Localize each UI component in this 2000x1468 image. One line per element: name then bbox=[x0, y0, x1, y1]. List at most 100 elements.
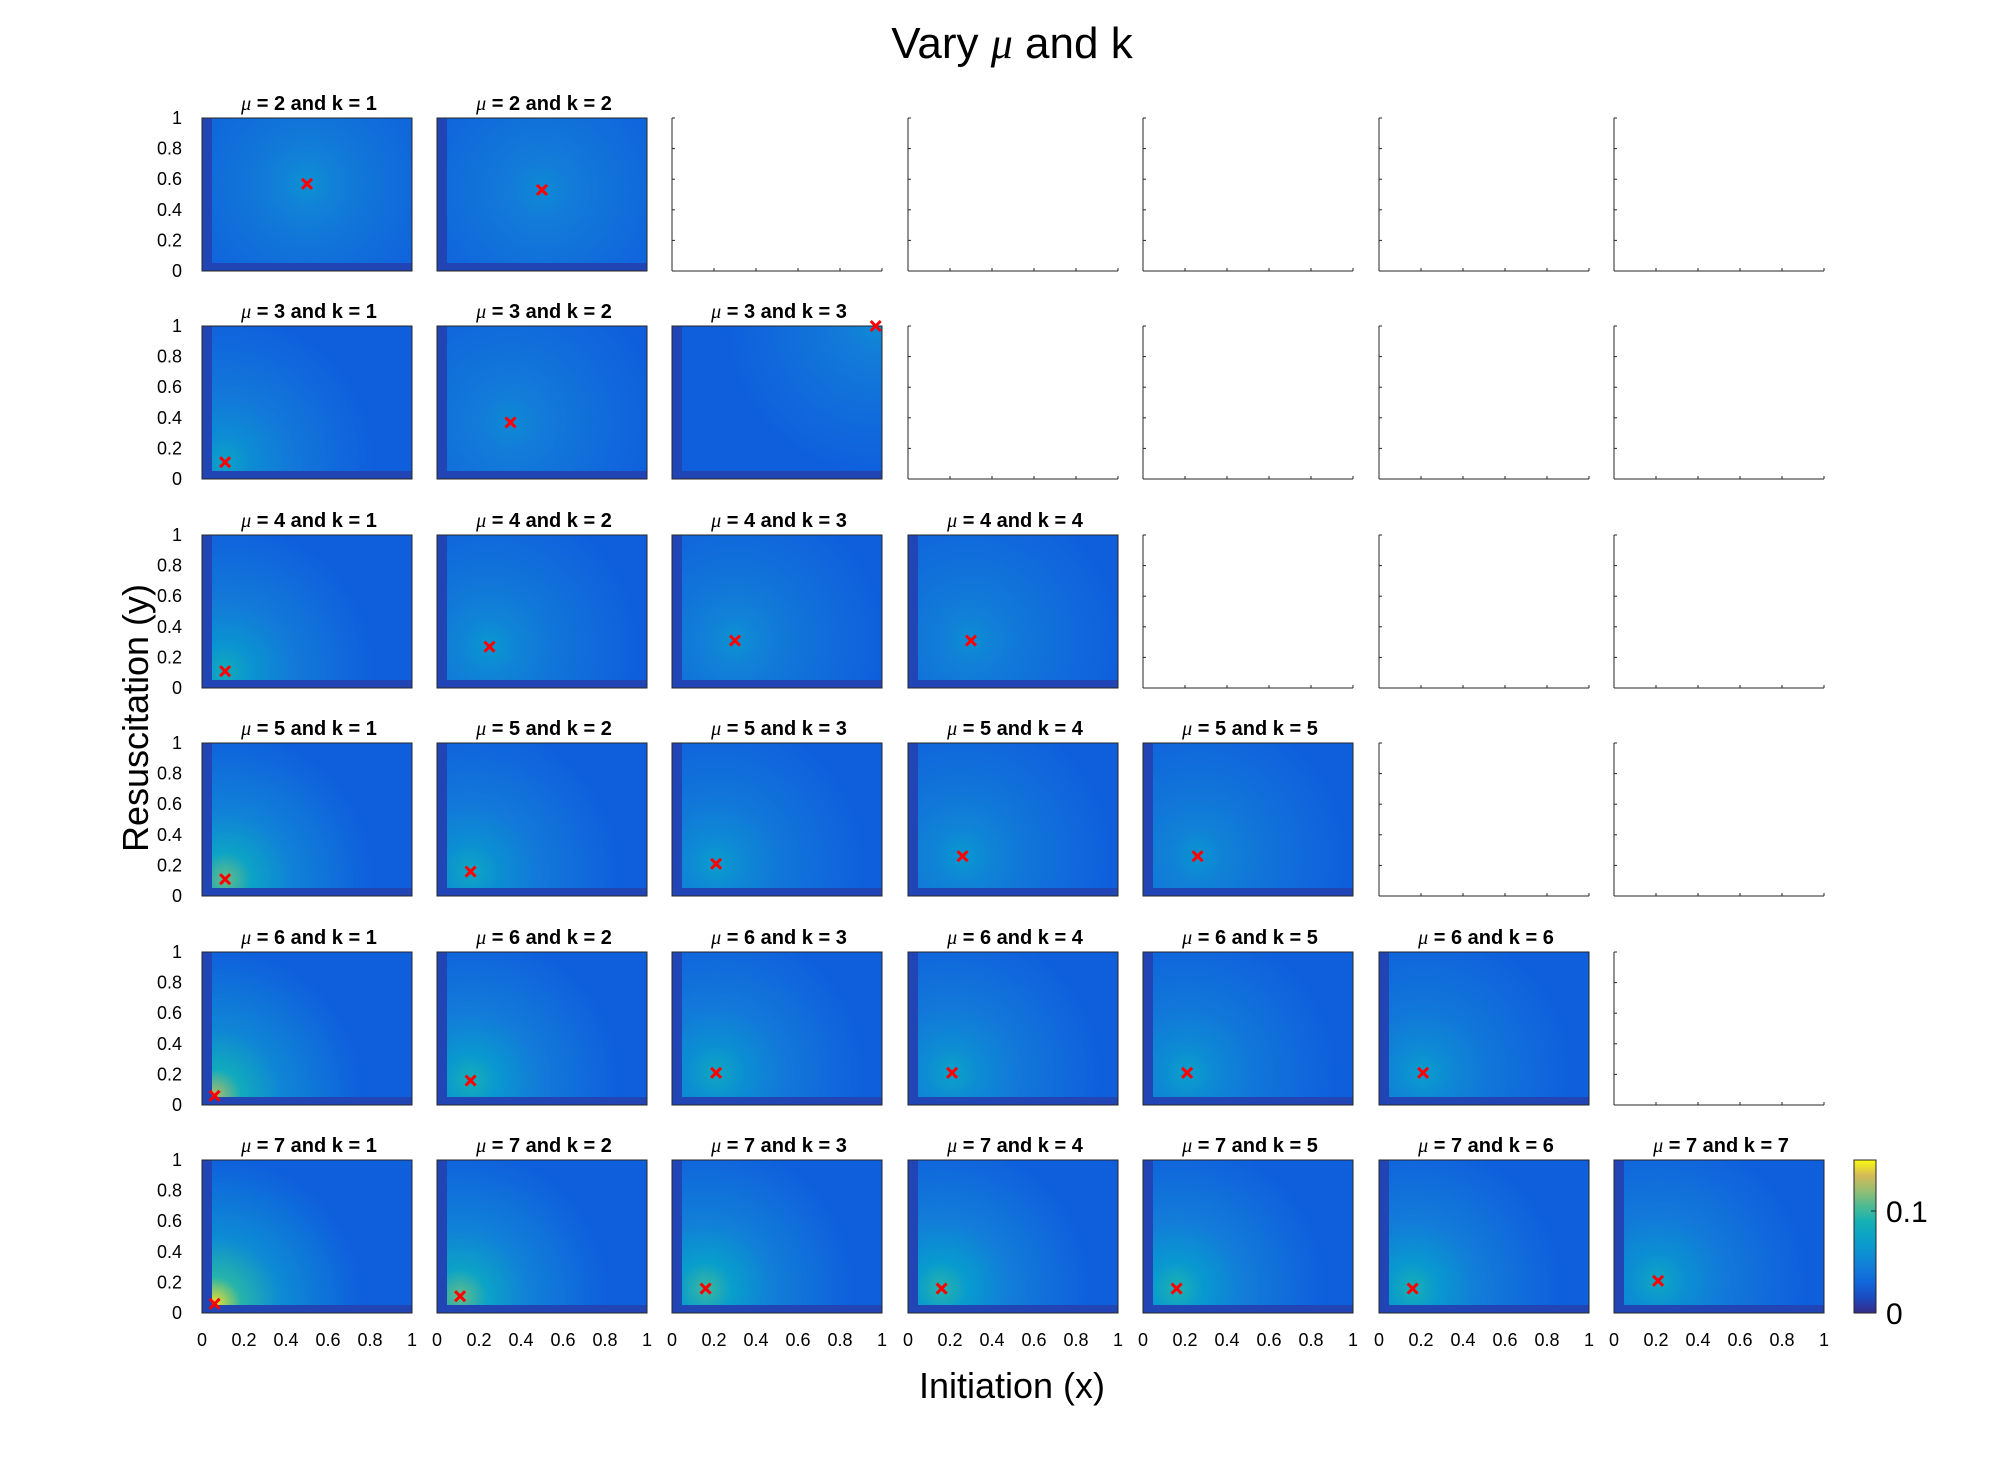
axes-box bbox=[436, 742, 648, 897]
heatmap-edge-bottom bbox=[437, 888, 647, 896]
optimum-marker bbox=[219, 873, 232, 886]
empty-panel-r0-c2 bbox=[671, 117, 883, 272]
axes-box bbox=[436, 1159, 648, 1314]
heatmap-field bbox=[202, 535, 412, 688]
panel-mu5-k1: μ = 5 and k = 1 0 0.2 0.4 0.6 0.8 1 bbox=[157, 718, 413, 906]
x-tick-label: 0 bbox=[1138, 1330, 1148, 1350]
axes-box bbox=[671, 534, 883, 689]
heatmap-edge-bottom bbox=[202, 471, 412, 479]
y-tick-label: 0 bbox=[172, 886, 182, 906]
y-tick-label: 0 bbox=[172, 678, 182, 698]
panel-title: μ = 4 and k = 1 bbox=[240, 510, 377, 532]
empty-panel-r2-c5 bbox=[1378, 534, 1590, 689]
x-tick-label: 0 bbox=[903, 1330, 913, 1350]
optimum-marker bbox=[935, 1282, 948, 1295]
x-tick-label: 0.2 bbox=[701, 1330, 726, 1350]
heatmap-edge-left bbox=[202, 326, 212, 479]
axes-box bbox=[671, 742, 883, 897]
panel-title: μ = 7 and k = 4 bbox=[946, 1135, 1084, 1157]
y-tick-label: 1 bbox=[172, 316, 182, 336]
panel-mu6-k6: μ = 6 and k = 6 bbox=[1378, 927, 1590, 1106]
heatmap-field bbox=[202, 326, 412, 479]
heatmap-edge-bottom bbox=[1379, 1305, 1589, 1313]
y-tick-label: 0.8 bbox=[157, 973, 182, 993]
axes-box bbox=[907, 534, 1119, 689]
panel-title: μ = 7 and k = 2 bbox=[475, 1135, 612, 1157]
heatmap-field bbox=[1614, 1160, 1824, 1313]
x-tick-label: 0.8 bbox=[357, 1330, 382, 1350]
heatmap-field bbox=[202, 743, 412, 896]
panel-mu5-k4: μ = 5 and k = 4 bbox=[907, 718, 1119, 897]
axes-box bbox=[436, 534, 648, 689]
optimum-marker bbox=[699, 1282, 712, 1295]
panel-mu4-k4: μ = 4 and k = 4 bbox=[907, 510, 1119, 689]
y-tick-label: 0.6 bbox=[157, 169, 182, 189]
panel-title: μ = 5 and k = 4 bbox=[946, 718, 1084, 740]
panel-mu7-k4: μ = 7 and k = 4 0 0.2 0.4 0.6 0.8 1 bbox=[903, 1135, 1123, 1350]
panel-mu7-k3: μ = 7 and k = 3 0 0.2 0.4 0.6 0.8 1 bbox=[667, 1135, 887, 1350]
axes-box bbox=[201, 1159, 413, 1314]
x-tick-label: 0.2 bbox=[1172, 1330, 1197, 1350]
y-tick-label: 0.2 bbox=[157, 1272, 182, 1292]
axes-box bbox=[907, 742, 1119, 897]
y-tick-label: 0.8 bbox=[157, 139, 182, 159]
heatmap-edge-bottom bbox=[908, 1305, 1118, 1313]
y-tick-label: 1 bbox=[172, 942, 182, 962]
heatmap-field bbox=[437, 535, 647, 688]
axes-box bbox=[671, 1159, 883, 1314]
panel-mu5-k5: μ = 5 and k = 5 bbox=[1142, 718, 1354, 897]
heatmap-edge-bottom bbox=[908, 1097, 1118, 1105]
x-tick-label: 0 bbox=[197, 1330, 207, 1350]
y-tick-label: 0 bbox=[172, 1095, 182, 1115]
panel-title: μ = 7 and k = 3 bbox=[710, 1135, 847, 1157]
panel-mu7-k1: μ = 7 and k = 1 0 0.2 0.4 0.6 0.8 1 0 0.2 0.4 0.6 0… bbox=[157, 1135, 417, 1350]
x-tick-label: 0.4 bbox=[1214, 1330, 1239, 1350]
heatmap-field bbox=[202, 1160, 412, 1313]
panel-title: μ = 6 and k = 6 bbox=[1417, 927, 1554, 949]
optimum-marker bbox=[946, 1066, 959, 1079]
axes-box bbox=[1378, 951, 1590, 1106]
y-tick-label: 0.4 bbox=[157, 1034, 182, 1054]
panel-title: μ = 6 and k = 2 bbox=[475, 927, 612, 949]
heatmap-field bbox=[1379, 952, 1589, 1105]
panel-title: μ = 3 and k = 2 bbox=[475, 301, 612, 323]
heatmap-edge-bottom bbox=[202, 888, 412, 896]
y-tick-label: 0.4 bbox=[157, 1242, 182, 1262]
empty-panel-r0-c5 bbox=[1378, 117, 1590, 272]
y-tick-label: 0.6 bbox=[157, 1211, 182, 1231]
heatmap-edge-bottom bbox=[202, 1097, 412, 1105]
heatmap-edge-bottom bbox=[437, 1305, 647, 1313]
heatmap-edge-left bbox=[1143, 952, 1153, 1105]
axes-box bbox=[436, 325, 648, 480]
axes-box bbox=[436, 117, 648, 272]
optimum-marker bbox=[1406, 1282, 1419, 1295]
panel-title: μ = 5 and k = 3 bbox=[710, 718, 847, 740]
heatmap-field bbox=[202, 118, 412, 271]
heatmap-field bbox=[437, 1160, 647, 1313]
panel-title: μ = 5 and k = 2 bbox=[475, 718, 612, 740]
heatmap-edge-left bbox=[202, 743, 212, 896]
heatmap-edge-left bbox=[437, 535, 447, 688]
heatmap-edge-bottom bbox=[672, 680, 882, 688]
panel-mu4-k3: μ = 4 and k = 3 bbox=[671, 510, 883, 689]
y-tick-label: 0.2 bbox=[157, 1064, 182, 1084]
x-tick-label: 0.8 bbox=[1298, 1330, 1323, 1350]
y-tick-label: 1 bbox=[172, 108, 182, 128]
y-tick-label: 1 bbox=[172, 1150, 182, 1170]
axes-box bbox=[1613, 1159, 1825, 1314]
y-tick-label: 0 bbox=[172, 1303, 182, 1323]
panel-mu6-k1: μ = 6 and k = 1 0 0.2 0.4 0.6 0.8 1 bbox=[157, 927, 413, 1115]
empty-panel-r4-c6 bbox=[1613, 951, 1825, 1106]
optimum-marker bbox=[208, 1297, 221, 1310]
y-tick-label: 0.4 bbox=[157, 617, 182, 637]
optimum-marker bbox=[710, 857, 723, 870]
heatmap-field bbox=[437, 118, 647, 271]
heatmap-edge-bottom bbox=[1379, 1097, 1589, 1105]
x-tick-label: 0.4 bbox=[273, 1330, 298, 1350]
heatmap-edge-left bbox=[437, 1160, 447, 1313]
x-tick-label: 0.6 bbox=[1492, 1330, 1517, 1350]
empty-panel-r3-c5 bbox=[1378, 742, 1590, 897]
optimum-marker bbox=[869, 319, 882, 333]
panel-mu2-k1: μ = 2 and k = 1 0 0.2 0.4 0.6 0.8 1 bbox=[157, 93, 413, 281]
